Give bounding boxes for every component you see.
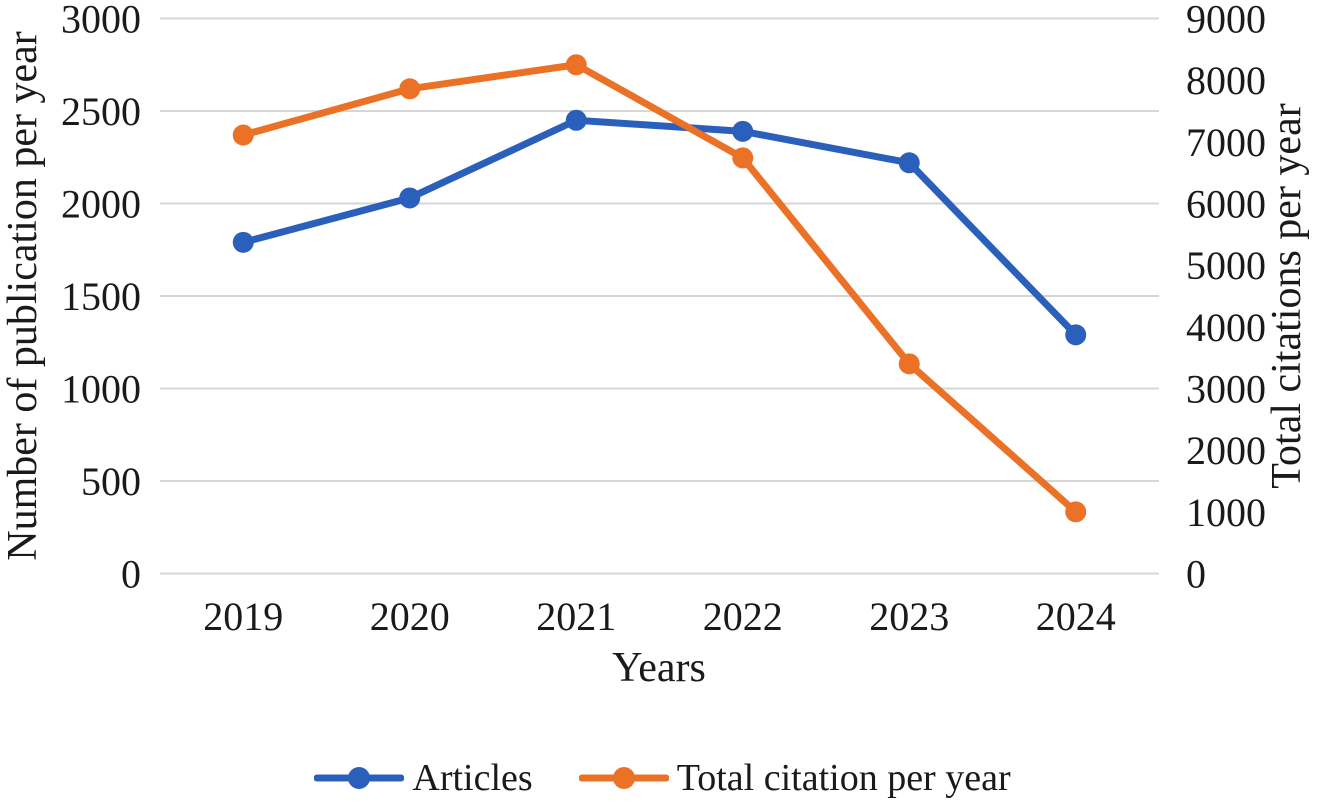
data-point-marker — [565, 54, 587, 76]
gridlines-group — [160, 17, 1159, 575]
legend-marker-sample — [348, 767, 371, 789]
series-group — [232, 54, 1087, 523]
x-tick-label: 2020 — [370, 594, 450, 639]
legend-marker-sample — [612, 767, 635, 789]
y-right-tick-label: 8000 — [1186, 58, 1266, 103]
data-point-marker — [232, 231, 254, 253]
y-right-tick-label: 1000 — [1186, 490, 1266, 535]
data-point-marker — [1065, 324, 1087, 346]
data-point-marker — [399, 78, 421, 100]
left-y-axis-title: Number of publication per year — [0, 31, 46, 560]
x-tick-label: 2024 — [1036, 594, 1116, 639]
data-point-marker — [898, 152, 920, 174]
data-point-marker — [565, 109, 587, 131]
right-y-axis-title: Total citations per year — [1264, 103, 1310, 488]
x-tick-label: 2021 — [536, 594, 616, 639]
data-point-marker — [732, 120, 754, 142]
data-point-marker — [898, 353, 920, 375]
y-right-tick-label: 3000 — [1186, 367, 1266, 412]
y-left-tick-label: 2000 — [61, 182, 141, 227]
legend-line-marker-icon — [578, 767, 669, 789]
legend-item: Total citation per year — [578, 757, 1011, 799]
legend-item-label: Total citation per year — [676, 757, 1011, 799]
legend-line-marker-icon — [314, 767, 405, 789]
y-left-tick-label: 1500 — [61, 274, 141, 319]
x-tick-label: 2019 — [203, 594, 283, 639]
legend-item: Articles — [314, 757, 533, 799]
x-axis-title: Years — [612, 645, 706, 691]
total-citation-per-year-series-line — [239, 61, 1080, 516]
articles-series-line — [239, 116, 1080, 339]
x-axis-tick-labels: 2019 2020 2021 2022 2023 2024 — [203, 594, 1116, 639]
data-point-marker — [732, 147, 754, 169]
data-point-marker — [1065, 501, 1087, 523]
chart-plot-area: 0 500 1000 1500 2000 2500 3000 0 1000 2000 3000 40… — [0, 0, 1310, 691]
y-right-tick-label: 7000 — [1186, 120, 1266, 165]
y-right-tick-label: 9000 — [1186, 0, 1266, 42]
data-point-marker — [232, 124, 254, 146]
y-right-tick-label: 2000 — [1186, 428, 1266, 473]
x-tick-label: 2022 — [703, 594, 783, 639]
y-left-tick-label: 3000 — [61, 0, 141, 42]
y-right-tick-label: 5000 — [1186, 243, 1266, 288]
y-left-tick-label: 1000 — [61, 367, 141, 412]
right-axis-tick-labels: 0 1000 2000 3000 4000 5000 6000 7000 8000 9000 — [1186, 0, 1266, 597]
y-right-tick-label: 0 — [1186, 552, 1206, 597]
y-left-tick-label: 0 — [121, 552, 141, 597]
y-right-tick-label: 4000 — [1186, 305, 1266, 350]
left-axis-tick-labels: 0 500 1000 1500 2000 2500 3000 — [61, 0, 141, 597]
y-left-tick-label: 2500 — [61, 89, 141, 134]
y-left-tick-label: 500 — [81, 459, 141, 504]
data-point-marker — [399, 187, 421, 209]
chart-legend: Articles Total citation per year — [0, 752, 1325, 804]
x-tick-label: 2023 — [869, 594, 949, 639]
legend-item-label: Articles — [412, 757, 533, 799]
y-right-tick-label: 6000 — [1186, 182, 1266, 227]
